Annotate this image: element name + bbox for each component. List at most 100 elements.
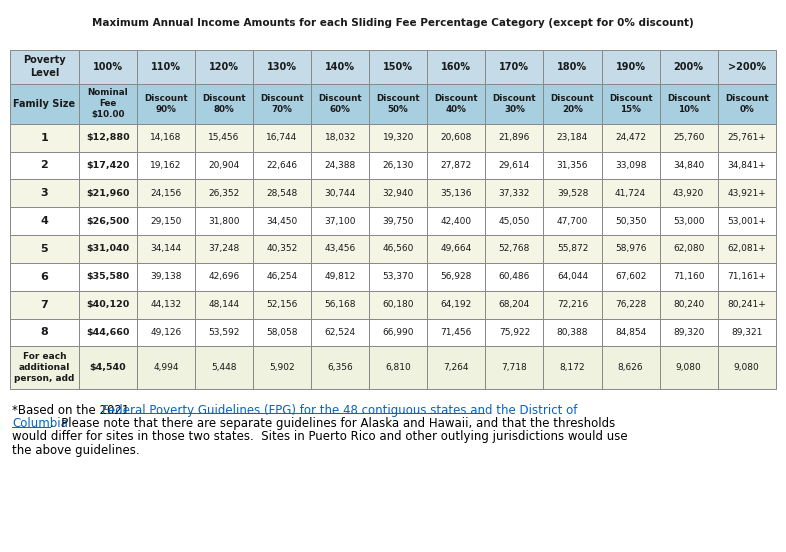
Text: $17,420: $17,420 <box>86 161 130 170</box>
Text: Discount
10%: Discount 10% <box>667 94 711 114</box>
Text: Poverty
Level: Poverty Level <box>23 55 66 78</box>
Text: 53,592: 53,592 <box>208 328 240 337</box>
Text: 8,172: 8,172 <box>560 363 586 372</box>
Text: the above guidelines.: the above guidelines. <box>12 443 140 457</box>
Text: 170%: 170% <box>499 62 530 72</box>
Text: 26,130: 26,130 <box>383 161 414 170</box>
Text: 64,044: 64,044 <box>557 272 588 282</box>
Text: 26,352: 26,352 <box>208 189 240 198</box>
Text: 8: 8 <box>41 327 49 337</box>
Text: 60,180: 60,180 <box>383 300 414 309</box>
Text: 43,456: 43,456 <box>325 245 356 253</box>
Text: 5,448: 5,448 <box>211 363 237 372</box>
Text: 53,370: 53,370 <box>383 272 414 282</box>
Text: 24,156: 24,156 <box>150 189 182 198</box>
Text: 5: 5 <box>41 244 48 254</box>
Text: 62,524: 62,524 <box>325 328 356 337</box>
Text: Discount
90%: Discount 90% <box>144 94 188 114</box>
Text: 30,744: 30,744 <box>325 189 356 198</box>
Text: 49,812: 49,812 <box>325 272 356 282</box>
Text: 22,646: 22,646 <box>266 161 298 170</box>
Text: 35,136: 35,136 <box>441 189 472 198</box>
Text: 42,400: 42,400 <box>441 216 472 226</box>
Text: 46,560: 46,560 <box>383 245 414 253</box>
Text: Discount
20%: Discount 20% <box>551 94 594 114</box>
Text: 52,768: 52,768 <box>498 245 530 253</box>
Text: 47,700: 47,700 <box>556 216 588 226</box>
Text: 53,000: 53,000 <box>673 216 704 226</box>
Text: 41,724: 41,724 <box>615 189 646 198</box>
Text: 53,001+: 53,001+ <box>727 216 766 226</box>
Text: 58,058: 58,058 <box>266 328 298 337</box>
Text: 190%: 190% <box>615 62 645 72</box>
Text: 7,264: 7,264 <box>443 363 469 372</box>
Text: 19,320: 19,320 <box>383 133 414 142</box>
Text: 34,450: 34,450 <box>266 216 298 226</box>
Text: $26,500: $26,500 <box>86 216 130 226</box>
Text: 21,896: 21,896 <box>498 133 530 142</box>
Text: 23,184: 23,184 <box>556 133 588 142</box>
Text: Nominal
Fee
$10.00: Nominal Fee $10.00 <box>87 88 128 119</box>
Text: 71,160: 71,160 <box>673 272 704 282</box>
Text: 200%: 200% <box>674 62 703 72</box>
Text: 62,080: 62,080 <box>673 245 704 253</box>
Text: $44,660: $44,660 <box>86 328 130 337</box>
Text: 49,126: 49,126 <box>150 328 182 337</box>
Text: 100%: 100% <box>93 62 123 72</box>
Text: 71,161+: 71,161+ <box>727 272 766 282</box>
Text: 140%: 140% <box>325 62 355 72</box>
Text: 24,388: 24,388 <box>325 161 356 170</box>
Text: 34,841+: 34,841+ <box>727 161 766 170</box>
Text: 16,744: 16,744 <box>266 133 298 142</box>
Text: 3: 3 <box>41 188 48 198</box>
Text: 43,921+: 43,921+ <box>727 189 766 198</box>
Text: 110%: 110% <box>151 62 181 72</box>
Text: Maximum Annual Income Amounts for each Sliding Fee Percentage Category (except f: Maximum Annual Income Amounts for each S… <box>92 18 694 28</box>
Text: 89,320: 89,320 <box>673 328 704 337</box>
Text: 32,940: 32,940 <box>383 189 414 198</box>
Text: Federal Poverty Guidelines (FPG) for the 48 contiguous states and the District o: Federal Poverty Guidelines (FPG) for the… <box>101 404 577 417</box>
Text: 84,854: 84,854 <box>615 328 646 337</box>
Text: 37,332: 37,332 <box>498 189 530 198</box>
Text: 7,718: 7,718 <box>501 363 527 372</box>
Text: 25,761+: 25,761+ <box>727 133 766 142</box>
Text: 60,486: 60,486 <box>498 272 530 282</box>
Text: 39,138: 39,138 <box>150 272 182 282</box>
Text: 6: 6 <box>41 272 49 282</box>
Text: 150%: 150% <box>384 62 413 72</box>
Text: 45,050: 45,050 <box>498 216 530 226</box>
Text: 48,144: 48,144 <box>208 300 240 309</box>
Text: 15,456: 15,456 <box>208 133 240 142</box>
Text: 80,241+: 80,241+ <box>727 300 766 309</box>
Text: 20,608: 20,608 <box>441 133 472 142</box>
Text: Discount
30%: Discount 30% <box>493 94 536 114</box>
Text: Family Size: Family Size <box>13 99 75 109</box>
Text: 25,760: 25,760 <box>673 133 704 142</box>
Text: 76,228: 76,228 <box>615 300 646 309</box>
Text: 58,976: 58,976 <box>615 245 646 253</box>
Text: Discount
80%: Discount 80% <box>202 94 246 114</box>
Text: .  Please note that there are separate guidelines for Alaska and Hawaii, and tha: . Please note that there are separate gu… <box>50 417 615 430</box>
Text: $21,960: $21,960 <box>86 189 130 198</box>
Text: Discount
15%: Discount 15% <box>608 94 652 114</box>
Text: 9,080: 9,080 <box>676 363 702 372</box>
Text: 49,664: 49,664 <box>441 245 472 253</box>
Text: 29,614: 29,614 <box>499 161 530 170</box>
Text: Columbia: Columbia <box>12 417 68 430</box>
Text: 50,350: 50,350 <box>615 216 646 226</box>
Text: 7: 7 <box>41 300 49 310</box>
Text: 66,990: 66,990 <box>383 328 414 337</box>
Text: 14,168: 14,168 <box>150 133 182 142</box>
Text: 6,356: 6,356 <box>327 363 353 372</box>
Text: Discount
60%: Discount 60% <box>318 94 362 114</box>
Text: 2: 2 <box>41 161 49 171</box>
Text: 37,248: 37,248 <box>208 245 240 253</box>
Text: 8,626: 8,626 <box>618 363 644 372</box>
Text: 9,080: 9,080 <box>734 363 759 372</box>
Text: >200%: >200% <box>728 62 766 72</box>
Text: 1: 1 <box>41 132 49 142</box>
Text: 44,132: 44,132 <box>150 300 182 309</box>
Text: 180%: 180% <box>557 62 588 72</box>
Text: 39,528: 39,528 <box>556 189 588 198</box>
Text: 19,162: 19,162 <box>150 161 182 170</box>
